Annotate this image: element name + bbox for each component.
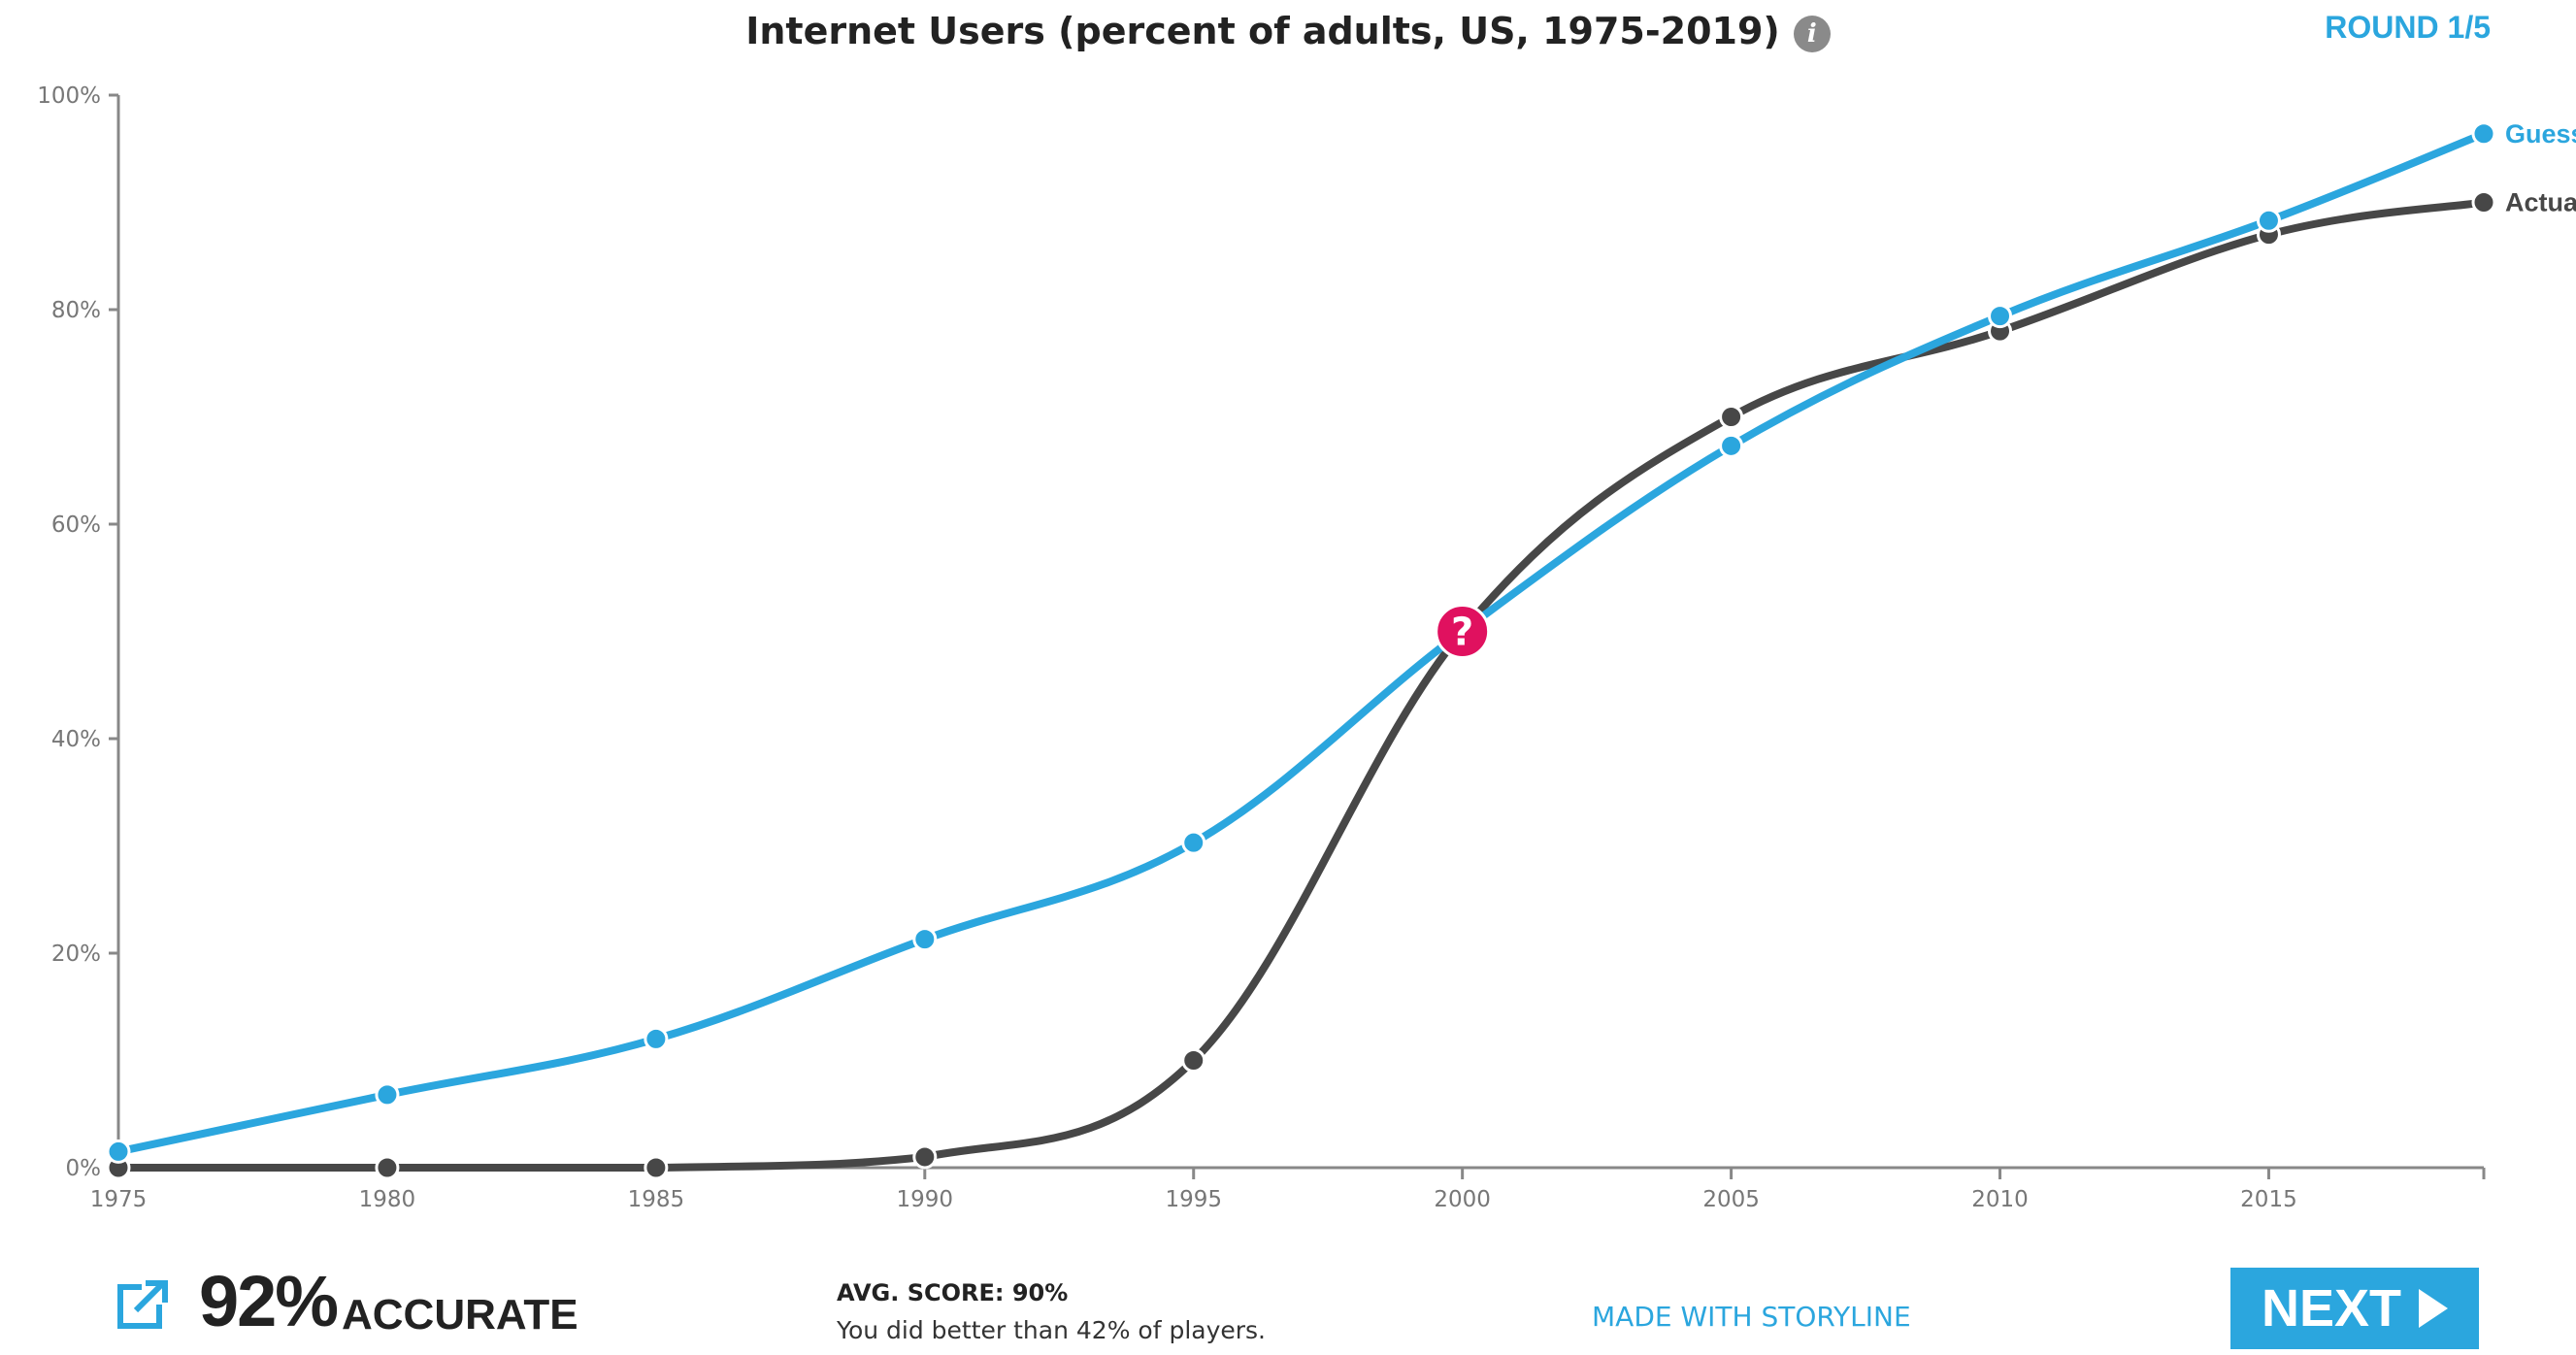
guess-point [2256, 208, 2281, 233]
actual-point [1181, 1048, 1206, 1073]
line-chart: 0% 20% 40% 60% 80% 100% 1975 1980 1985 1990 1995 2… [37, 83, 2576, 1212]
actual-line [115, 198, 2488, 1172]
x-tick-label: 1995 [1165, 1187, 1222, 1212]
actual-point [644, 1155, 669, 1180]
actual-point [912, 1144, 938, 1170]
actual-point [375, 1155, 400, 1180]
y-tick-label: 60% [51, 512, 101, 538]
guess-point [912, 927, 938, 952]
percentile-text: You did better than 42% of players. [837, 1316, 1267, 1344]
guess-point [1181, 830, 1206, 855]
actual-point [1719, 405, 1744, 429]
guess-line [115, 129, 2488, 1156]
series-layer [106, 121, 2496, 1180]
x-tick-label: 2010 [1971, 1187, 2029, 1212]
info-icon[interactable]: i [1793, 15, 1831, 52]
guess-point [106, 1139, 131, 1164]
guess-point [1988, 304, 2013, 329]
next-button-label: NEXT [2261, 1279, 2402, 1338]
y-axis-ticks: 0% 20% 40% 60% 80% 100% [37, 83, 118, 1181]
guess-legend-label: Guess [2505, 119, 2576, 149]
share-icon[interactable] [116, 1279, 169, 1332]
question-marker-circle[interactable] [1435, 604, 1491, 659]
x-tick-label: 2005 [1702, 1187, 1760, 1212]
guess-point [644, 1026, 669, 1051]
actual-point [2471, 190, 2496, 215]
question-mark-icon: ? [1451, 611, 1473, 655]
x-tick-label: 1990 [897, 1187, 954, 1212]
guess-point [375, 1082, 400, 1107]
y-tick-label: 80% [51, 298, 101, 323]
average-score: AVG. SCORE: 90% [837, 1279, 1069, 1306]
chart-title-text: Internet Users (percent of adults, US, 1… [745, 10, 1780, 52]
x-axis-ticks: 1975 1980 1985 1990 1995 2000 2005 2010 2015 [90, 1168, 2486, 1212]
question-marker[interactable]: ? [1435, 604, 1491, 659]
legend: Actual Guess [2505, 119, 2576, 217]
accuracy-value: 92% [199, 1261, 339, 1341]
y-tick-label: 40% [51, 727, 101, 752]
y-tick-label: 20% [51, 942, 101, 967]
made-with-storyline-link[interactable]: MADE WITH STORYLINE [1592, 1301, 1911, 1333]
y-tick-label: 0% [66, 1156, 102, 1181]
x-tick-label: 1985 [628, 1187, 685, 1212]
actual-legend-label: Actual [2505, 188, 2576, 217]
x-tick-label: 2015 [2240, 1187, 2297, 1212]
guess-point [1719, 433, 1744, 458]
x-tick-label: 1980 [359, 1187, 416, 1212]
round-indicator: ROUND 1/5 [2325, 10, 2491, 45]
y-tick-label: 100% [37, 83, 101, 109]
play-arrow-icon [2419, 1289, 2449, 1328]
chart-title: Internet Users (percent of adults, US, 1… [0, 10, 2576, 52]
accuracy-label: ACCURATE [342, 1291, 578, 1338]
x-tick-label: 2000 [1434, 1187, 1491, 1212]
x-tick-label: 1975 [90, 1187, 148, 1212]
next-button[interactable]: NEXT [2230, 1268, 2479, 1349]
guess-point [2471, 121, 2496, 147]
